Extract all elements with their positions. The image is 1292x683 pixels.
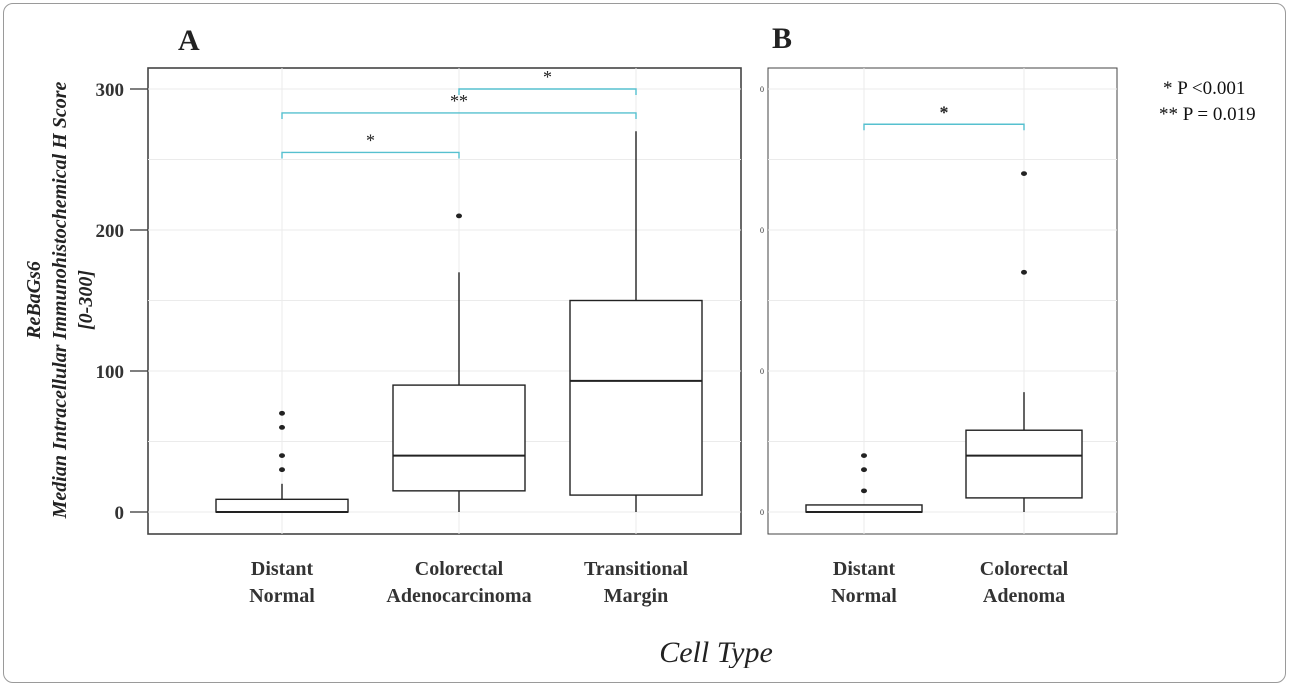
- panel-b-outlier-point: [1021, 171, 1027, 177]
- panel-a-outlier-point: [456, 213, 462, 219]
- panel-a-plot: 0 100 200 300 Distant Normal Colorectal Adenoca…: [96, 67, 742, 607]
- panel-b-y-tick-label: 0: [760, 85, 764, 94]
- panel-b-outlier-point: [861, 467, 867, 473]
- panel-b-significance-bracket: [863, 123, 1025, 131]
- panel-a-significance-label: *: [543, 67, 552, 87]
- panel-a-x-tick-label: Margin: [604, 585, 668, 607]
- panel-label-a: A: [178, 24, 200, 57]
- panel-b-box: [965, 429, 1083, 499]
- panel-a-y-tick-label: 0: [115, 503, 125, 524]
- panel-a-outlier-point: [279, 425, 285, 430]
- panel-b-outlier-point: [861, 453, 867, 458]
- panel-a-significance-bracket: [458, 88, 637, 95]
- panel-a-outlier-point: [279, 467, 285, 473]
- panel-a-significance-bracket: [281, 151, 460, 159]
- panel-b-x-tick-label: Distant: [833, 558, 896, 580]
- y-axis-title-line1: ReBaGs6: [23, 261, 45, 340]
- panel-a-outlier-point: [279, 410, 285, 416]
- panel-b-x-tick-label: Colorectal: [980, 558, 1069, 580]
- panel-b-outlier-point: [861, 488, 867, 494]
- panel-a-box: [569, 299, 703, 496]
- panel-a-x-tick-label: Transitional: [584, 558, 689, 580]
- panel-a-x-tick-label: Normal: [249, 585, 315, 607]
- significance-note-2: ** P = 0.019: [1159, 104, 1256, 125]
- panel-b-outlier-point: [1021, 269, 1027, 275]
- panel-a-significance-label: *: [366, 130, 375, 150]
- panel-b-significance-label: *: [940, 102, 949, 122]
- y-axis-title: ReBaGs6 Median Intracellular Immunohisto…: [23, 82, 97, 520]
- panel-b-plot: 0 0 0 0 Distant Normal Colorectal Adenoma *: [760, 67, 1118, 607]
- panel-b-y-tick-label: 0: [760, 226, 764, 235]
- panel-a-significance-bracket: [281, 112, 637, 119]
- panel-a-outlier-point: [279, 453, 285, 458]
- panel-a-box: [392, 384, 526, 492]
- panel-a-x-tick-label: Distant: [251, 558, 314, 580]
- x-axis-title: Cell Type: [659, 636, 773, 668]
- panel-a-x-tick-label: Colorectal: [415, 558, 504, 580]
- panel-b-x-tick-label: Adenoma: [983, 585, 1065, 607]
- panel-b-y-tick-label: 0: [760, 367, 764, 376]
- panel-a-y-tick-label: 200: [96, 221, 125, 242]
- panel-b-box: [805, 504, 923, 513]
- y-axis-title-line2: Median Intracellular Immunohistochemical…: [49, 82, 71, 520]
- y-axis-title-line3: [0-300]: [75, 270, 97, 330]
- boxplot-figure: A B ReBaGs6 Median Intracellular Immunoh…: [23, 22, 1256, 668]
- panel-b-y-tick-label: 0: [760, 508, 764, 517]
- panel-label-b: B: [772, 22, 792, 55]
- panel-a-box: [215, 498, 349, 513]
- panel-a-y-tick-label: 300: [96, 80, 125, 101]
- panel-b-x-tick-label: Normal: [831, 585, 897, 607]
- panel-a-x-tick-label: Adenocarcinoma: [386, 585, 531, 607]
- panel-a-y-tick-label: 100: [96, 362, 125, 383]
- panel-a-significance-label: **: [450, 91, 468, 111]
- significance-note-1: * P <0.001: [1163, 78, 1245, 99]
